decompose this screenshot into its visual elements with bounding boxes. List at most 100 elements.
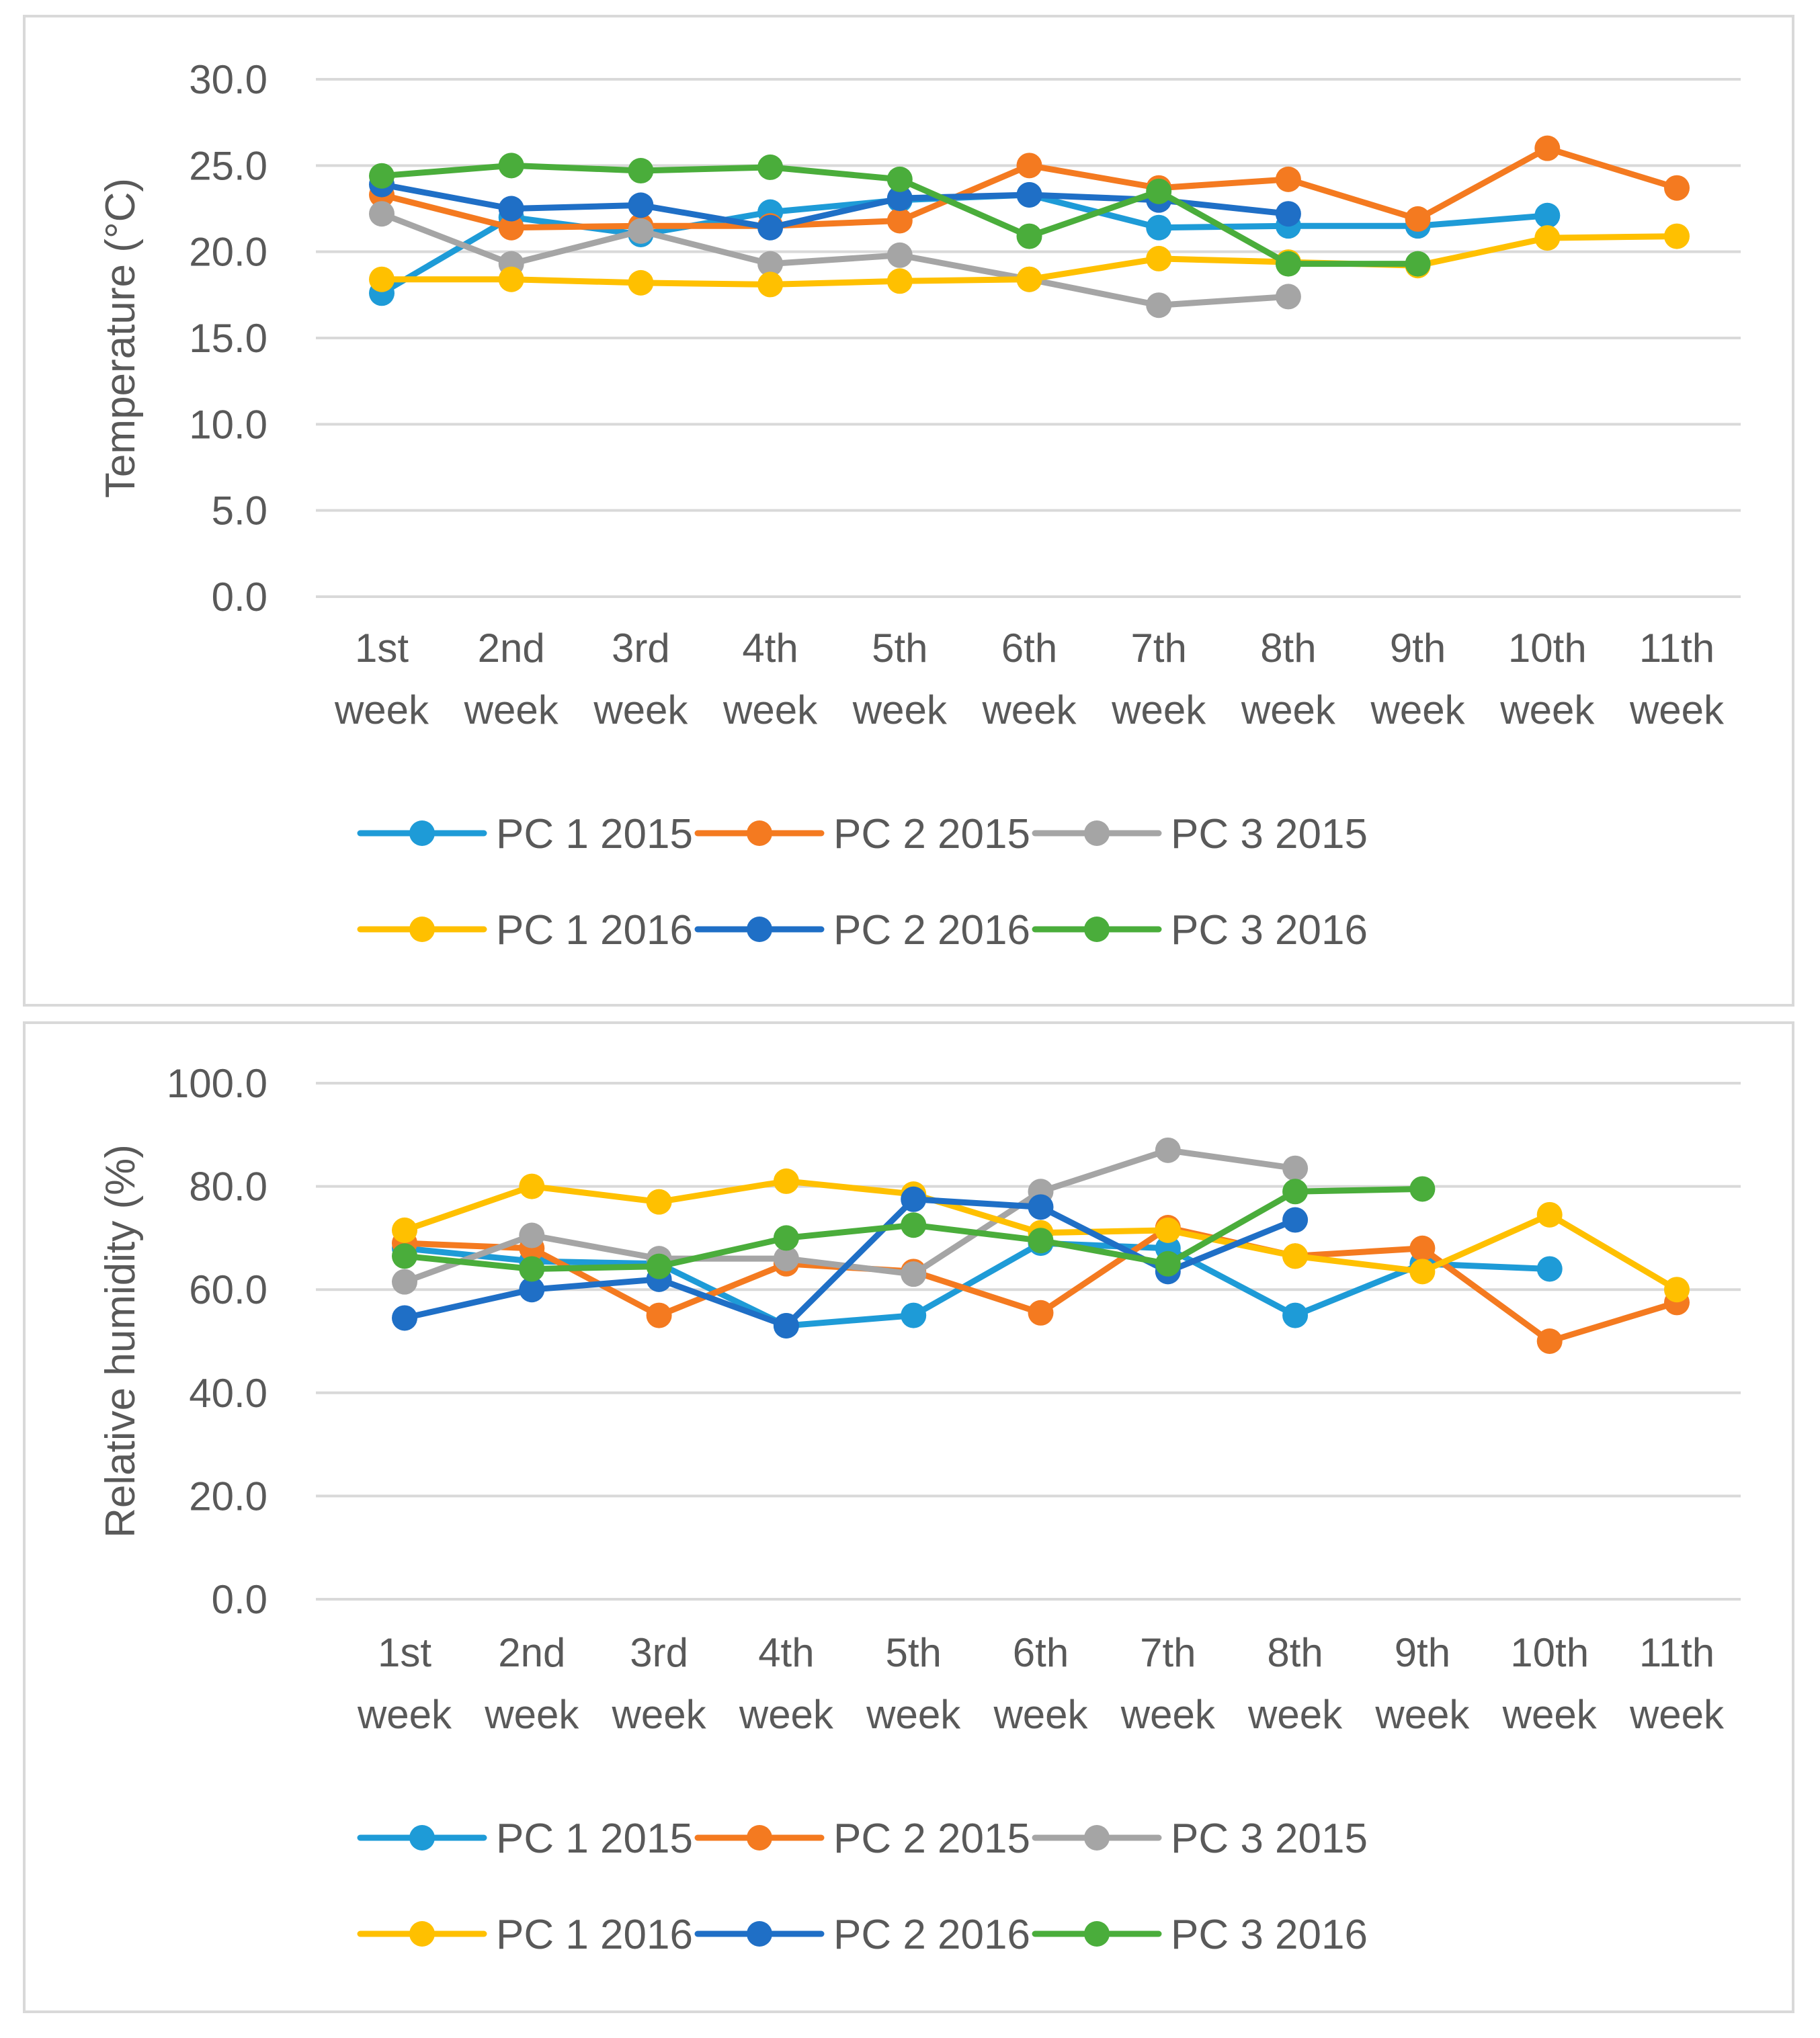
- temperature-point-pc-3-2015: [1146, 292, 1172, 319]
- humidity-point-pc-2-2016: [519, 1277, 545, 1303]
- humidity-point-pc-3-2015: [1282, 1155, 1309, 1181]
- humidity-point-pc-1-2016: [1664, 1277, 1690, 1303]
- temperature-y-axis-title: Temperature (°C): [97, 178, 144, 498]
- humidity-point-pc-1-2016: [1155, 1217, 1181, 1243]
- humidity-point-pc-2-2016: [392, 1305, 417, 1331]
- temperature-point-pc-2-2015: [1016, 153, 1042, 179]
- temperature-point-pc-1-2016: [1146, 245, 1172, 271]
- temperature-y-tick-label: 15.0: [189, 316, 267, 361]
- temperature-point-pc-3-2015: [628, 218, 654, 244]
- humidity-x-tick-label-line2: week: [1247, 1692, 1343, 1737]
- temperature-point-pc-2-2016: [498, 196, 524, 222]
- humidity-point-pc-3-2015: [773, 1246, 799, 1272]
- temperature-point-pc-2-2016: [886, 185, 913, 212]
- temperature-point-pc-2-2015: [1405, 206, 1431, 232]
- humidity-point-pc-1-2016: [1409, 1259, 1436, 1285]
- humidity-point-pc-2-2016: [1028, 1194, 1054, 1220]
- temperature-point-pc-1-2016: [1016, 266, 1042, 292]
- temperature-x-tick-label-line2: week: [1111, 687, 1206, 732]
- humidity-y-axis-title: Relative humidity (%): [97, 1144, 144, 1538]
- humidity-x-tick-label: 9th: [1395, 1630, 1450, 1675]
- temperature-point-pc-2-2015: [886, 208, 913, 234]
- temperature-x-tick-label-line2: week: [464, 687, 559, 732]
- temperature-legend-label-pc-3-2016: PC 3 2016: [1171, 907, 1368, 953]
- humidity-point-pc-3-2016: [1028, 1228, 1054, 1254]
- humidity-x-tick-label: 10th: [1510, 1630, 1589, 1675]
- humidity-y-tick-label: 80.0: [189, 1164, 267, 1209]
- temperature-point-pc-1-2016: [1534, 225, 1561, 251]
- humidity-legend-marker-pc-3-2015: [1084, 1825, 1110, 1851]
- humidity-point-pc-1-2016: [1536, 1201, 1563, 1228]
- humidity-point-pc-1-2016: [519, 1173, 545, 1199]
- temperature-point-pc-2-2015: [1534, 135, 1561, 161]
- temperature-point-pc-3-2016: [757, 154, 784, 180]
- temperature-point-pc-1-2016: [1664, 223, 1690, 249]
- humidity-point-pc-2-2015: [1536, 1328, 1563, 1354]
- humidity-series-line-pc-1-2015: [401, 1240, 1553, 1329]
- temperature-x-tick-label: 2nd: [478, 626, 545, 671]
- humidity-x-tick-label: 8th: [1267, 1630, 1323, 1675]
- humidity-x-tick-label: 5th: [885, 1630, 941, 1675]
- humidity-legend-label-pc-3-2016: PC 3 2016: [1171, 1912, 1368, 1958]
- temperature-x-tick-label-line2: week: [722, 687, 818, 732]
- temperature-point-pc-1-2016: [628, 269, 654, 296]
- humidity-legend-marker-pc-1-2015: [409, 1825, 435, 1851]
- temperature-point-pc-1-2016: [886, 268, 913, 294]
- humidity-legend-label-pc-2-2015: PC 2 2015: [833, 1816, 1030, 1862]
- temperature-point-pc-1-2015: [1534, 202, 1561, 228]
- temperature-point-pc-3-2016: [369, 163, 395, 189]
- temperature-series-line-pc-3-2015: [378, 210, 1292, 308]
- temperature-x-tick-label: 11th: [1639, 626, 1714, 671]
- temperature-point-pc-3-2015: [369, 201, 395, 227]
- temperature-legend-marker-pc-1-2015: [409, 820, 435, 846]
- humidity-legend-marker-pc-1-2016: [409, 1921, 435, 1947]
- temperature-x-tick-label: 9th: [1390, 626, 1446, 671]
- temperature-point-pc-3-2015: [886, 242, 913, 268]
- humidity-x-tick-label-line2: week: [739, 1692, 834, 1737]
- humidity-point-pc-2-2015: [1028, 1300, 1054, 1326]
- temperature-x-tick-label-line2: week: [334, 687, 429, 732]
- temperature-point-pc-1-2016: [369, 266, 395, 292]
- temperature-x-tick-label-line2: week: [1499, 687, 1595, 732]
- humidity-x-tick-label-line2: week: [1502, 1692, 1598, 1737]
- humidity-point-pc-3-2016: [519, 1256, 545, 1282]
- temperature-legend-label-pc-1-2016: PC 1 2016: [496, 907, 693, 953]
- temperature-x-tick-label-line2: week: [1370, 687, 1466, 732]
- temperature-legend-label-pc-2-2016: PC 2 2016: [833, 907, 1030, 953]
- humidity-x-tick-label: 4th: [758, 1630, 814, 1675]
- temperature-point-pc-2-2016: [1016, 181, 1042, 208]
- humidity-legend-label-pc-1-2016: PC 1 2016: [496, 1912, 693, 1958]
- humidity-point-pc-1-2016: [392, 1217, 417, 1243]
- temperature-point-pc-1-2016: [498, 266, 524, 292]
- humidity-point-pc-2-2016: [901, 1186, 927, 1212]
- humidity-point-pc-2-2016: [1282, 1207, 1309, 1233]
- temperature-x-tick-label: 8th: [1260, 626, 1316, 671]
- temperature-point-pc-3-2016: [498, 153, 524, 179]
- humidity-point-pc-1-2015: [1536, 1256, 1563, 1282]
- temperature-point-pc-1-2015: [1146, 214, 1172, 241]
- temperature-point-pc-3-2016: [1016, 223, 1042, 249]
- temperature-legend-marker-pc-2-2015: [747, 820, 772, 846]
- temperature-point-pc-3-2016: [628, 158, 654, 184]
- humidity-x-tick-label-line2: week: [866, 1692, 961, 1737]
- humidity-legend-marker-pc-2-2015: [747, 1825, 772, 1851]
- temperature-x-tick-label: 4th: [742, 626, 798, 671]
- humidity-x-tick-label-line2: week: [1629, 1692, 1725, 1737]
- humidity-point-pc-1-2015: [901, 1302, 927, 1328]
- humidity-x-tick-label-line2: week: [1120, 1692, 1216, 1737]
- temperature-legend-marker-pc-3-2015: [1084, 820, 1110, 846]
- humidity-x-tick-label-line2: week: [612, 1692, 707, 1737]
- humidity-point-pc-2-2015: [1409, 1235, 1436, 1261]
- temperature-y-tick-label: 20.0: [189, 230, 267, 275]
- temperature-x-tick-label: 5th: [872, 626, 927, 671]
- temperature-x-tick-label-line2: week: [593, 687, 688, 732]
- humidity-point-pc-1-2016: [1282, 1243, 1309, 1269]
- temperature-x-tick-label: 7th: [1130, 626, 1186, 671]
- temperature-y-tick-label: 0.0: [212, 575, 267, 620]
- temperature-legend-label-pc-3-2015: PC 3 2015: [1171, 811, 1368, 857]
- humidity-point-pc-3-2015: [519, 1222, 545, 1248]
- humidity-point-pc-3-2015: [901, 1261, 927, 1287]
- temperature-point-pc-3-2016: [886, 166, 913, 192]
- temperature-x-tick-label-line2: week: [852, 687, 948, 732]
